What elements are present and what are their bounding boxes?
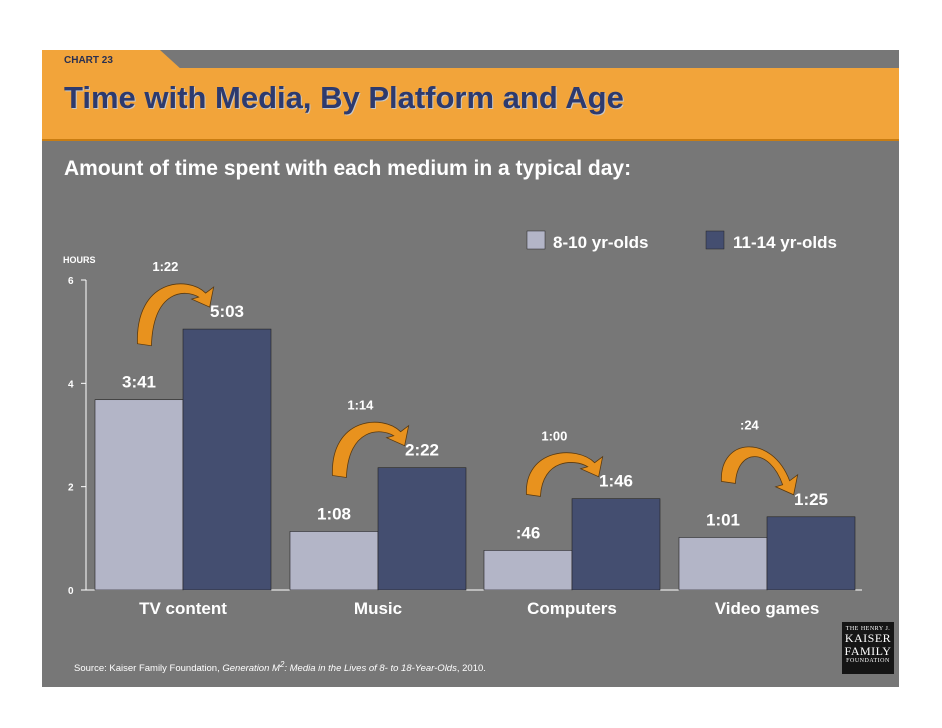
bar-11-14-music (377, 467, 467, 591)
category-label-1: TV content (139, 599, 227, 618)
bar-11-14-video-games (766, 516, 856, 591)
source-title: Generation M2: Media in the Lives of 8- … (222, 660, 457, 675)
logo-line-4: FOUNDATION (846, 658, 890, 664)
source-title-sup: 2 (279, 660, 285, 669)
logo-line-3: FAMILY (844, 644, 892, 658)
difference-label-4: :24 (740, 417, 760, 432)
legend-swatch-2 (705, 230, 725, 250)
legend-label-2: 11-14 yr-olds (733, 233, 837, 252)
difference-label-3: 1:00 (541, 429, 567, 444)
bar-8-10-video-games (678, 537, 768, 591)
value-label-8-10-2: 1:08 (317, 504, 351, 523)
source-title-rest: : Media in the Lives of 8- to 18-Year-Ol… (284, 663, 457, 675)
category-label-3: Computers (527, 599, 617, 618)
y-axis-label: HOURS (63, 255, 96, 265)
chart-subtitle: Amount of time spent with each medium in… (64, 157, 632, 180)
source-prefix: Source: Kaiser Family Foundation, (74, 663, 223, 675)
title-band-underline (42, 139, 899, 141)
value-label-8-10-1: 3:41 (122, 373, 156, 392)
kaiser-family-foundation-logo: THE HENRY J. KAISER FAMILY FOUNDATION (842, 622, 894, 674)
value-label-11-14-2: 2:22 (405, 441, 439, 460)
value-label-8-10-4: 1:01 (706, 510, 740, 529)
difference-label-2: 1:14 (347, 398, 374, 413)
bar-11-14-computers (571, 498, 661, 591)
difference-arrow-1 (136, 283, 215, 347)
difference-label-1: 1:22 (152, 259, 178, 274)
category-label-4: Video games (715, 599, 820, 618)
bar-8-10-music (289, 531, 379, 591)
page-title: Time with Media, By Platform and Age (64, 80, 624, 115)
y-tick-label-4: 4 (68, 379, 74, 390)
difference-arrow-3 (525, 452, 604, 497)
logo-line-1: THE HENRY J. (845, 626, 891, 632)
value-label-11-14-4: 1:25 (794, 490, 828, 509)
source-note: Source: Kaiser Family Foundation, Genera… (74, 660, 486, 674)
difference-arrow-2 (331, 421, 410, 478)
value-label-8-10-3: :46 (516, 523, 541, 542)
value-label-11-14-3: 1:46 (599, 472, 633, 491)
logo-line-2: KAISER (844, 631, 892, 645)
value-label-11-14-1: 5:03 (210, 302, 244, 321)
y-tick-label-6: 6 (68, 276, 74, 287)
chart-number-label: CHART 23 (64, 55, 113, 66)
bar-11-14-tv-content (182, 328, 272, 591)
y-tick-label-0: 0 (68, 586, 74, 597)
category-label-2: Music (354, 599, 402, 618)
chart-number-tab (42, 50, 182, 70)
bar-8-10-computers (483, 550, 573, 591)
legend-label-1: 8-10 yr-olds (553, 233, 648, 252)
source-title-main: Generation M (222, 663, 280, 675)
source-suffix: , 2010. (456, 663, 486, 675)
y-tick-label-2: 2 (68, 483, 74, 494)
legend-swatch-1 (526, 230, 546, 250)
title-band (42, 68, 899, 139)
bar-8-10-tv-content (94, 399, 184, 591)
difference-arrow-4 (720, 446, 799, 496)
